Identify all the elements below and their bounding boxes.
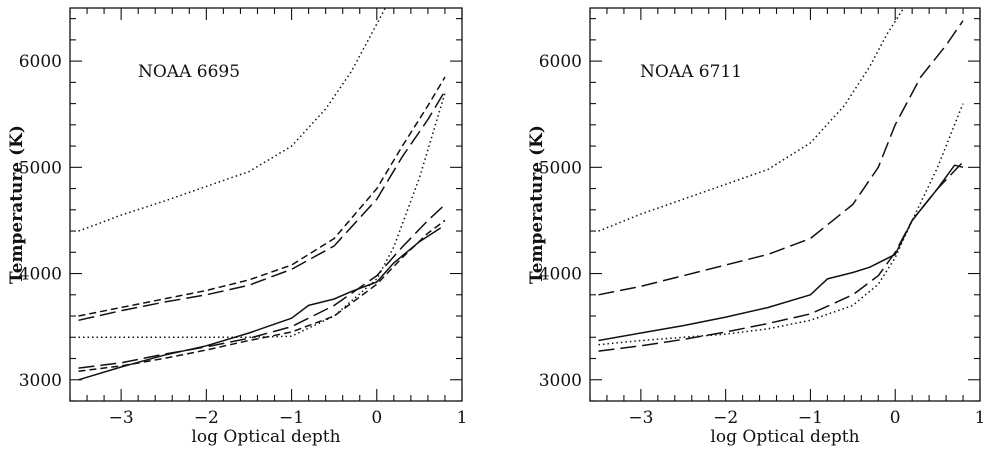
x-tick-label: 1	[457, 408, 468, 428]
series-line-solid-0	[598, 164, 964, 342]
series-line-solid-0	[78, 227, 442, 381]
x-tick-label: 0	[890, 408, 901, 428]
y-tick-label: 5000	[19, 158, 62, 178]
y-tick-label: 3000	[539, 371, 582, 391]
y-tick-label: 5000	[539, 158, 582, 178]
y-tick-label: 4000	[539, 265, 582, 285]
y-tick-label: 6000	[539, 52, 582, 72]
series-line-dotted-1	[78, 92, 446, 339]
plot-frame	[589, 7, 981, 402]
panel-title: NOAA 6711	[640, 62, 742, 82]
series-line-short-dashed-5	[78, 76, 446, 317]
series-line-short-dashed-3	[78, 219, 446, 373]
x-tick-label: −3	[628, 408, 653, 428]
series-line-dotted-1	[598, 103, 964, 346]
series-line-dotted-2	[598, 8, 905, 232]
x-tick-label: −2	[713, 408, 738, 428]
x-tick-label: 1	[975, 408, 983, 428]
panel-noaa-6711: −3 −2 −1 0 1 3000 4000 5000 6000 log Optical dept…	[527, 7, 983, 447]
x-axis-label: log Optical depth	[710, 427, 859, 447]
series-line-long-dashed-4	[598, 20, 964, 296]
y-tick-label: 6000	[19, 52, 62, 72]
y-axis-label: Temperature (K)	[7, 125, 27, 284]
panel-title: NOAA 6695	[138, 62, 240, 82]
series-line-long-dashed-6	[78, 90, 446, 322]
x-tick-label: −1	[279, 408, 304, 428]
panel-noaa-6695: −3 −2 −1 0 1 3000 4000 5000 6000 log Optical dept…	[7, 7, 468, 447]
y-tick-label: 4000	[19, 265, 62, 285]
x-axis-label: log Optical depth	[191, 427, 340, 447]
plot-frame	[69, 7, 463, 402]
series-line-long-dashed-4	[78, 203, 446, 369]
x-tick-label: −2	[194, 408, 219, 428]
x-tick-label: −1	[798, 408, 823, 428]
x-tick-label: −3	[109, 408, 134, 428]
y-axis-label: Temperature (K)	[527, 125, 547, 284]
series-line-dotted-2	[78, 8, 386, 232]
y-tick-label: 3000	[19, 371, 62, 391]
x-tick-label: 0	[371, 408, 382, 428]
series-line-long-dashed-3	[598, 161, 964, 352]
